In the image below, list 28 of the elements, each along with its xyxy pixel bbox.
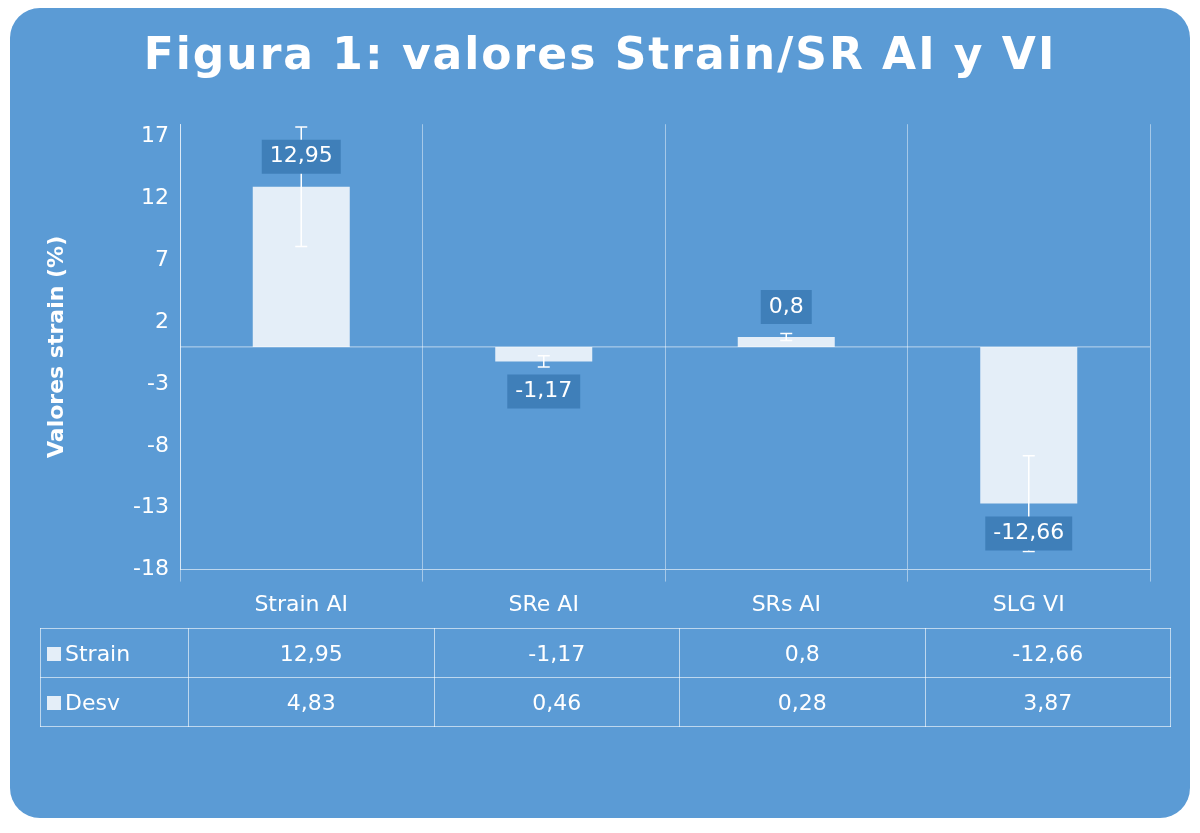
x-tick-label: SLG VI	[992, 590, 1065, 616]
y-tick-label: -3	[147, 369, 169, 395]
text: 4,83	[188, 677, 434, 727]
x-tick-label: SRs AI	[751, 590, 821, 616]
data-label: -12,66	[925, 628, 1171, 678]
y-tick-label: -8	[147, 431, 169, 457]
x-tick-label: Strain AI	[254, 590, 349, 616]
data-label: -1,17	[434, 628, 680, 678]
y-tick-label: -18	[133, 555, 169, 581]
x-tick-label: SRe AI	[508, 590, 579, 616]
text: -1,17	[515, 377, 573, 403]
legend-label: Strain	[40, 628, 189, 678]
text: 12,95	[269, 142, 333, 168]
y-tick-label: 7	[155, 246, 169, 272]
text: 3,87	[925, 677, 1171, 727]
data-label: 12,95	[188, 628, 434, 678]
y-axis-title: Valores strain (%)	[42, 235, 68, 458]
text: 0,28	[679, 677, 925, 727]
text: 0,8	[768, 292, 804, 318]
text: 0,46	[434, 677, 680, 727]
y-tick-label: 12	[141, 184, 169, 210]
chart-title: Figura 1: valores Strain/SR AI y VI	[142, 27, 1058, 81]
y-tick-label: 2	[155, 307, 169, 333]
y-tick-label: 17	[141, 122, 169, 148]
data-label: 0,8	[679, 628, 925, 678]
text: -12,66	[993, 519, 1065, 545]
y-tick-label: -13	[133, 493, 169, 519]
text: Desv	[40, 677, 189, 727]
